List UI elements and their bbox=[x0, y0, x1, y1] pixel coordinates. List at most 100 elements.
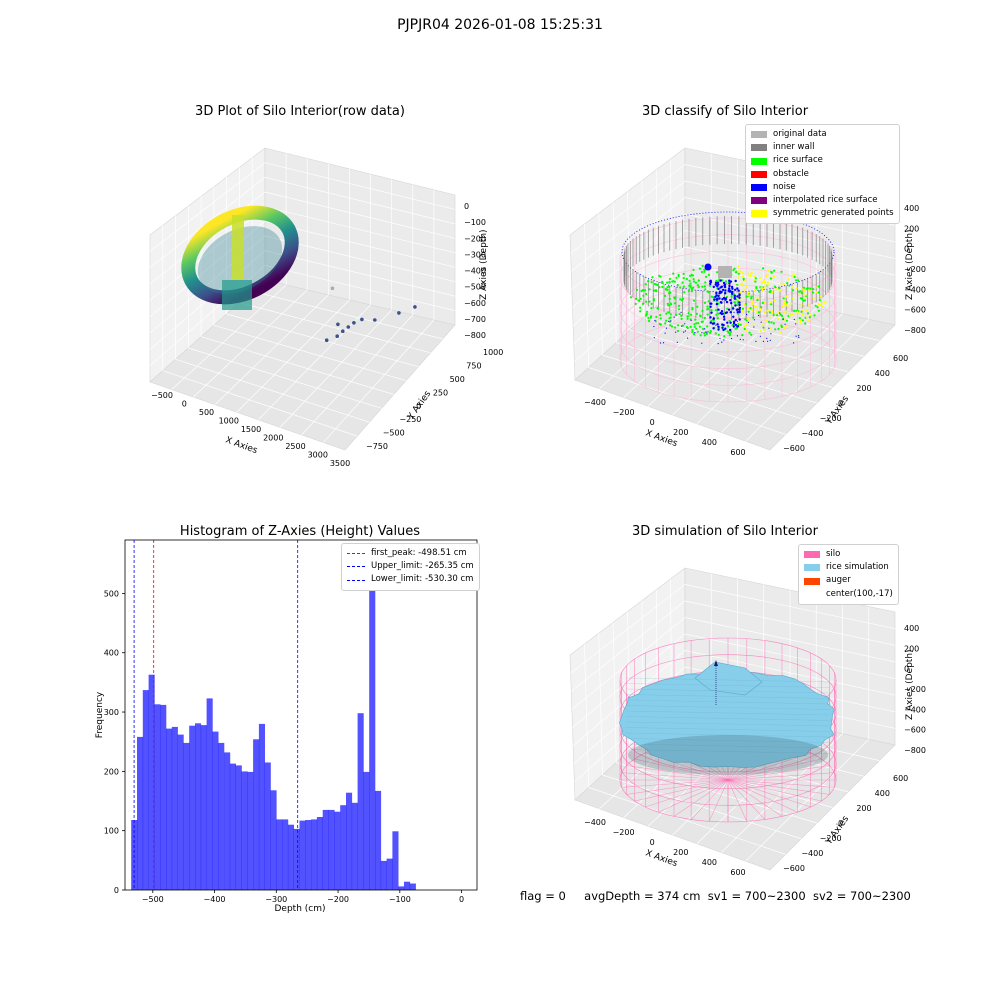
rice-surface-point bbox=[703, 316, 706, 319]
tick-label: −500 bbox=[464, 283, 486, 292]
noise-point bbox=[721, 298, 724, 301]
rice-surface-point bbox=[691, 329, 694, 332]
histogram-bar bbox=[235, 765, 242, 890]
histogram-bar bbox=[258, 723, 265, 890]
rice-surface-point bbox=[701, 264, 704, 267]
rice-surface-point bbox=[674, 326, 677, 329]
rice-surface-point bbox=[695, 322, 698, 325]
noise-point bbox=[724, 327, 727, 330]
tick-label: −200 bbox=[820, 834, 842, 843]
symmetric-point bbox=[737, 276, 740, 279]
rice-surface-point bbox=[658, 322, 661, 325]
rice-surface-point bbox=[776, 314, 779, 317]
noise-point bbox=[729, 311, 732, 314]
chart4-title: 3D simulation of Silo Interior bbox=[632, 524, 818, 539]
rice-surface-point bbox=[701, 285, 704, 288]
rice-surface-point bbox=[800, 292, 803, 295]
noise-point bbox=[717, 343, 719, 345]
silo-radial bbox=[690, 779, 729, 820]
noise-point bbox=[738, 294, 741, 297]
rice-surface-point bbox=[703, 268, 706, 271]
rice-surface-point bbox=[760, 306, 763, 309]
noise-point bbox=[662, 342, 665, 344]
rice-surface-point bbox=[692, 286, 695, 289]
rice-surface-point bbox=[726, 330, 729, 333]
legend-swatch bbox=[804, 591, 820, 598]
rice-surface-point bbox=[741, 334, 744, 337]
noise-point bbox=[715, 291, 718, 295]
noise-point bbox=[760, 321, 762, 323]
tick-label: −200 bbox=[613, 408, 635, 417]
noise-point bbox=[719, 286, 722, 289]
tick-label: 200 bbox=[673, 428, 688, 437]
rice-surface-point bbox=[745, 302, 748, 305]
noise-point bbox=[734, 304, 737, 307]
noise-point bbox=[714, 283, 717, 286]
rice-surface-point bbox=[800, 310, 803, 313]
rice-surface-point bbox=[750, 297, 753, 300]
rice-simulation-surface bbox=[619, 671, 835, 768]
tick-label: −700 bbox=[464, 315, 486, 324]
rice-surface-point bbox=[691, 331, 694, 334]
symmetric-point bbox=[762, 279, 766, 282]
silo-radial bbox=[727, 779, 830, 795]
noise-point bbox=[733, 297, 736, 300]
noise-point bbox=[779, 312, 781, 314]
rice-surface-point bbox=[699, 334, 702, 337]
symmetric-point bbox=[744, 329, 748, 332]
symmetric-point bbox=[768, 316, 771, 319]
rice-surface-point bbox=[714, 309, 717, 312]
tick-label: 200 bbox=[673, 848, 688, 857]
legend-item: obstacle bbox=[751, 168, 894, 181]
rice-surface-point bbox=[802, 299, 805, 302]
rice-surface-point bbox=[681, 324, 685, 327]
silo-radial bbox=[727, 779, 798, 813]
tick-label: −400 bbox=[584, 818, 606, 827]
rice-surface-point bbox=[742, 277, 745, 280]
legend-label: symmetric generated points bbox=[773, 208, 894, 219]
grid-line bbox=[572, 230, 686, 326]
silo-radial bbox=[626, 779, 729, 795]
symmetric-point bbox=[747, 307, 750, 310]
histogram-bar bbox=[293, 828, 300, 890]
rice-surface-point bbox=[762, 267, 765, 270]
symmetric-point bbox=[749, 272, 752, 275]
tick-label: 400 bbox=[702, 858, 717, 867]
grid-line bbox=[264, 264, 456, 311]
histogram-bar bbox=[218, 742, 225, 890]
noise-point bbox=[728, 284, 731, 288]
rice-surface-point bbox=[734, 271, 737, 274]
histogram-bar bbox=[200, 725, 207, 890]
grid-line bbox=[239, 302, 431, 354]
symmetric-point bbox=[739, 290, 742, 293]
histogram-bar bbox=[229, 763, 236, 890]
noise-point bbox=[701, 342, 703, 344]
rice-surface-point bbox=[680, 317, 683, 320]
symmetric-point bbox=[745, 285, 748, 288]
noise-point bbox=[710, 311, 713, 314]
noise-point bbox=[753, 319, 755, 321]
symmetric-point bbox=[739, 270, 742, 273]
tick-label: 200 bbox=[856, 384, 871, 393]
surface-mesh-line bbox=[625, 699, 831, 705]
x-tick-label: −200 bbox=[327, 895, 349, 904]
rice-surface-point bbox=[741, 307, 745, 310]
symmetric-point bbox=[808, 289, 811, 292]
noise-point bbox=[730, 301, 733, 305]
legend-item: Lower_limit: -530.30 cm bbox=[347, 573, 474, 586]
rice-surface-point bbox=[668, 285, 671, 288]
tick-label: 400 bbox=[904, 204, 919, 213]
surface-mesh-line bbox=[625, 688, 831, 694]
symmetric-point bbox=[784, 324, 787, 327]
legend-item: silo bbox=[804, 548, 893, 561]
chart3-xlabel: Depth (cm) bbox=[274, 904, 325, 914]
y-tick-label: 200 bbox=[104, 767, 119, 776]
symmetric-point bbox=[815, 291, 818, 294]
tick-label: 400 bbox=[904, 624, 919, 633]
noise-point bbox=[721, 288, 725, 292]
grid-line bbox=[149, 235, 266, 334]
grid-line bbox=[573, 246, 686, 345]
rice-surface-point bbox=[715, 313, 718, 316]
noise-point bbox=[709, 280, 713, 284]
